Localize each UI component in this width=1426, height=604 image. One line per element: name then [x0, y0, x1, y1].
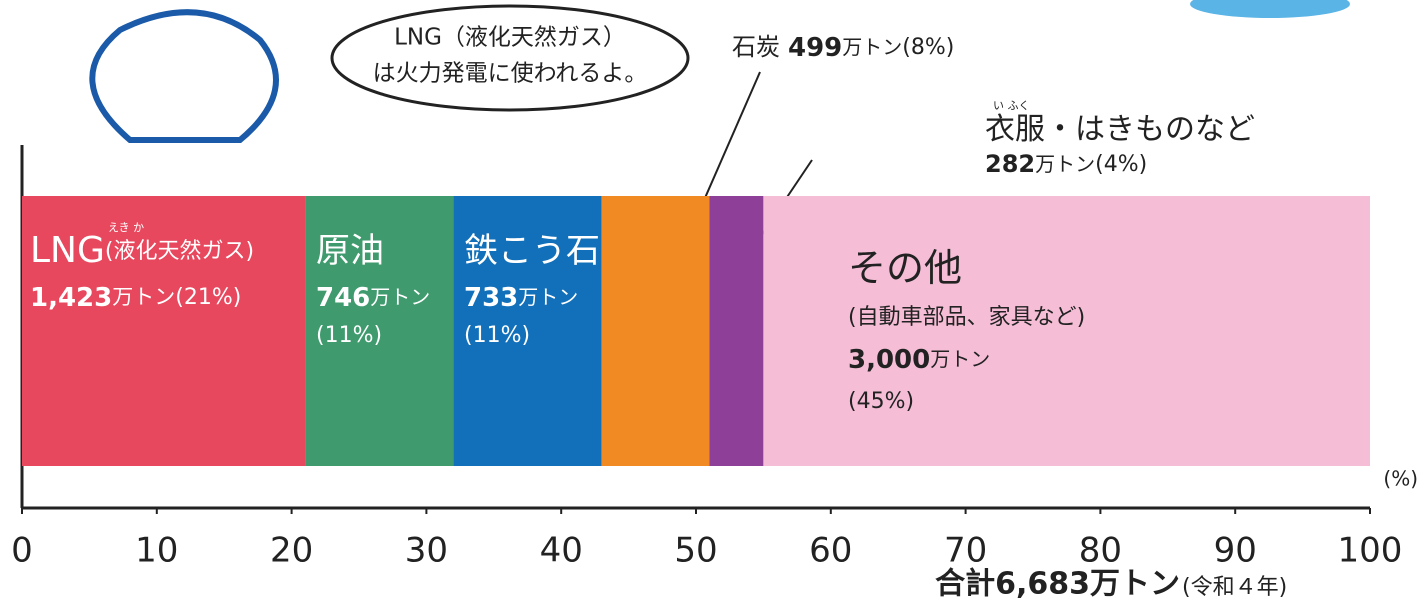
x-tick-label: 100: [1338, 531, 1403, 571]
x-tick-label: 50: [674, 531, 717, 571]
label-part: 733: [464, 283, 518, 313]
label-part: 1,423: [30, 283, 112, 313]
label-part: 万トン: [370, 285, 430, 309]
segment-label: 原油: [316, 231, 384, 271]
segment-label: その他: [848, 246, 962, 290]
label-part: 原油: [316, 231, 384, 271]
x-tick-label: 10: [135, 531, 178, 571]
label-part: 衣服・はきものなど: [985, 112, 1255, 147]
total: 合計6,683万トン: [935, 567, 1180, 602]
label-part: 282: [985, 150, 1035, 178]
segment-label: 733万トン: [464, 283, 578, 313]
segment-label: 282万トン(4%): [985, 150, 1147, 178]
bar-segment: [763, 196, 1370, 466]
label-part: (21%): [175, 285, 241, 310]
label-part: (45%): [848, 389, 914, 414]
label-part: 499: [788, 33, 842, 63]
label-part: 万トン: [1035, 152, 1095, 176]
label-part: (液化天然ガス): [105, 239, 254, 264]
label-part: LNG: [30, 230, 105, 271]
x-tick-label: 40: [540, 531, 583, 571]
ruby: い ふく: [993, 99, 1030, 112]
label-part: 鉄こう石: [464, 231, 600, 271]
x-tick-label: 90: [1214, 531, 1257, 571]
label-part: 石炭: [732, 33, 780, 61]
x-tick-label: 70: [944, 531, 987, 571]
mascot: [92, 12, 276, 140]
bar-segment: [709, 196, 763, 466]
label-part: 万トン: [112, 285, 175, 309]
label-part: (自動車部品、家具など): [848, 305, 1085, 330]
speech-bubble: [332, 6, 688, 110]
x-tick-label: 30: [405, 531, 448, 571]
label-part: (11%): [464, 323, 530, 348]
label-part: 万トン: [842, 35, 902, 59]
bubble-text: は火力発電に使われるよ。: [373, 61, 648, 87]
label-part: 746: [316, 283, 370, 313]
x-tick-label: 80: [1079, 531, 1122, 571]
segment-label: 3,000万トン: [848, 345, 990, 375]
page: {"chart_data": {"type": "stacked-bar", "…: [0, 0, 1426, 604]
label-part: その他: [848, 246, 962, 290]
segment-label: 1,423万トン(21%): [30, 283, 241, 313]
segment-label: (45%): [848, 389, 914, 414]
label-part: (8%): [902, 35, 954, 60]
label-part: 万トン: [518, 285, 578, 309]
segment-label: 746万トン: [316, 283, 430, 313]
chart: LNG（液化天然ガス） は火力発電に使われるよ。 (%) 合計6,683万トン …: [0, 0, 1426, 604]
segment-label: (11%): [464, 323, 530, 348]
decoration: [1190, 0, 1350, 18]
ruby: えき か: [108, 221, 144, 234]
x-tick-label: 20: [270, 531, 313, 571]
segment-label: 石炭 499万トン(8%): [732, 33, 954, 63]
label-part: 万トン: [930, 347, 990, 371]
bubble-text: LNG（液化天然ガス）: [394, 25, 626, 51]
segment-label: (自動車部品、家具など): [848, 305, 1085, 330]
label-part: (4%): [1095, 152, 1147, 177]
label-part: 3,000: [848, 345, 930, 375]
label-part: (11%): [316, 323, 382, 348]
segment-label: 衣服・はきものなど: [985, 112, 1255, 147]
bar-segment: [602, 196, 710, 466]
segment-label: 鉄こう石: [464, 231, 600, 271]
x-tick-label: 60: [809, 531, 852, 571]
x-unit: (%): [1383, 467, 1418, 491]
segment-label: (11%): [316, 323, 382, 348]
x-tick-label: 0: [11, 531, 33, 571]
total-note: (令和４年): [1182, 575, 1287, 600]
